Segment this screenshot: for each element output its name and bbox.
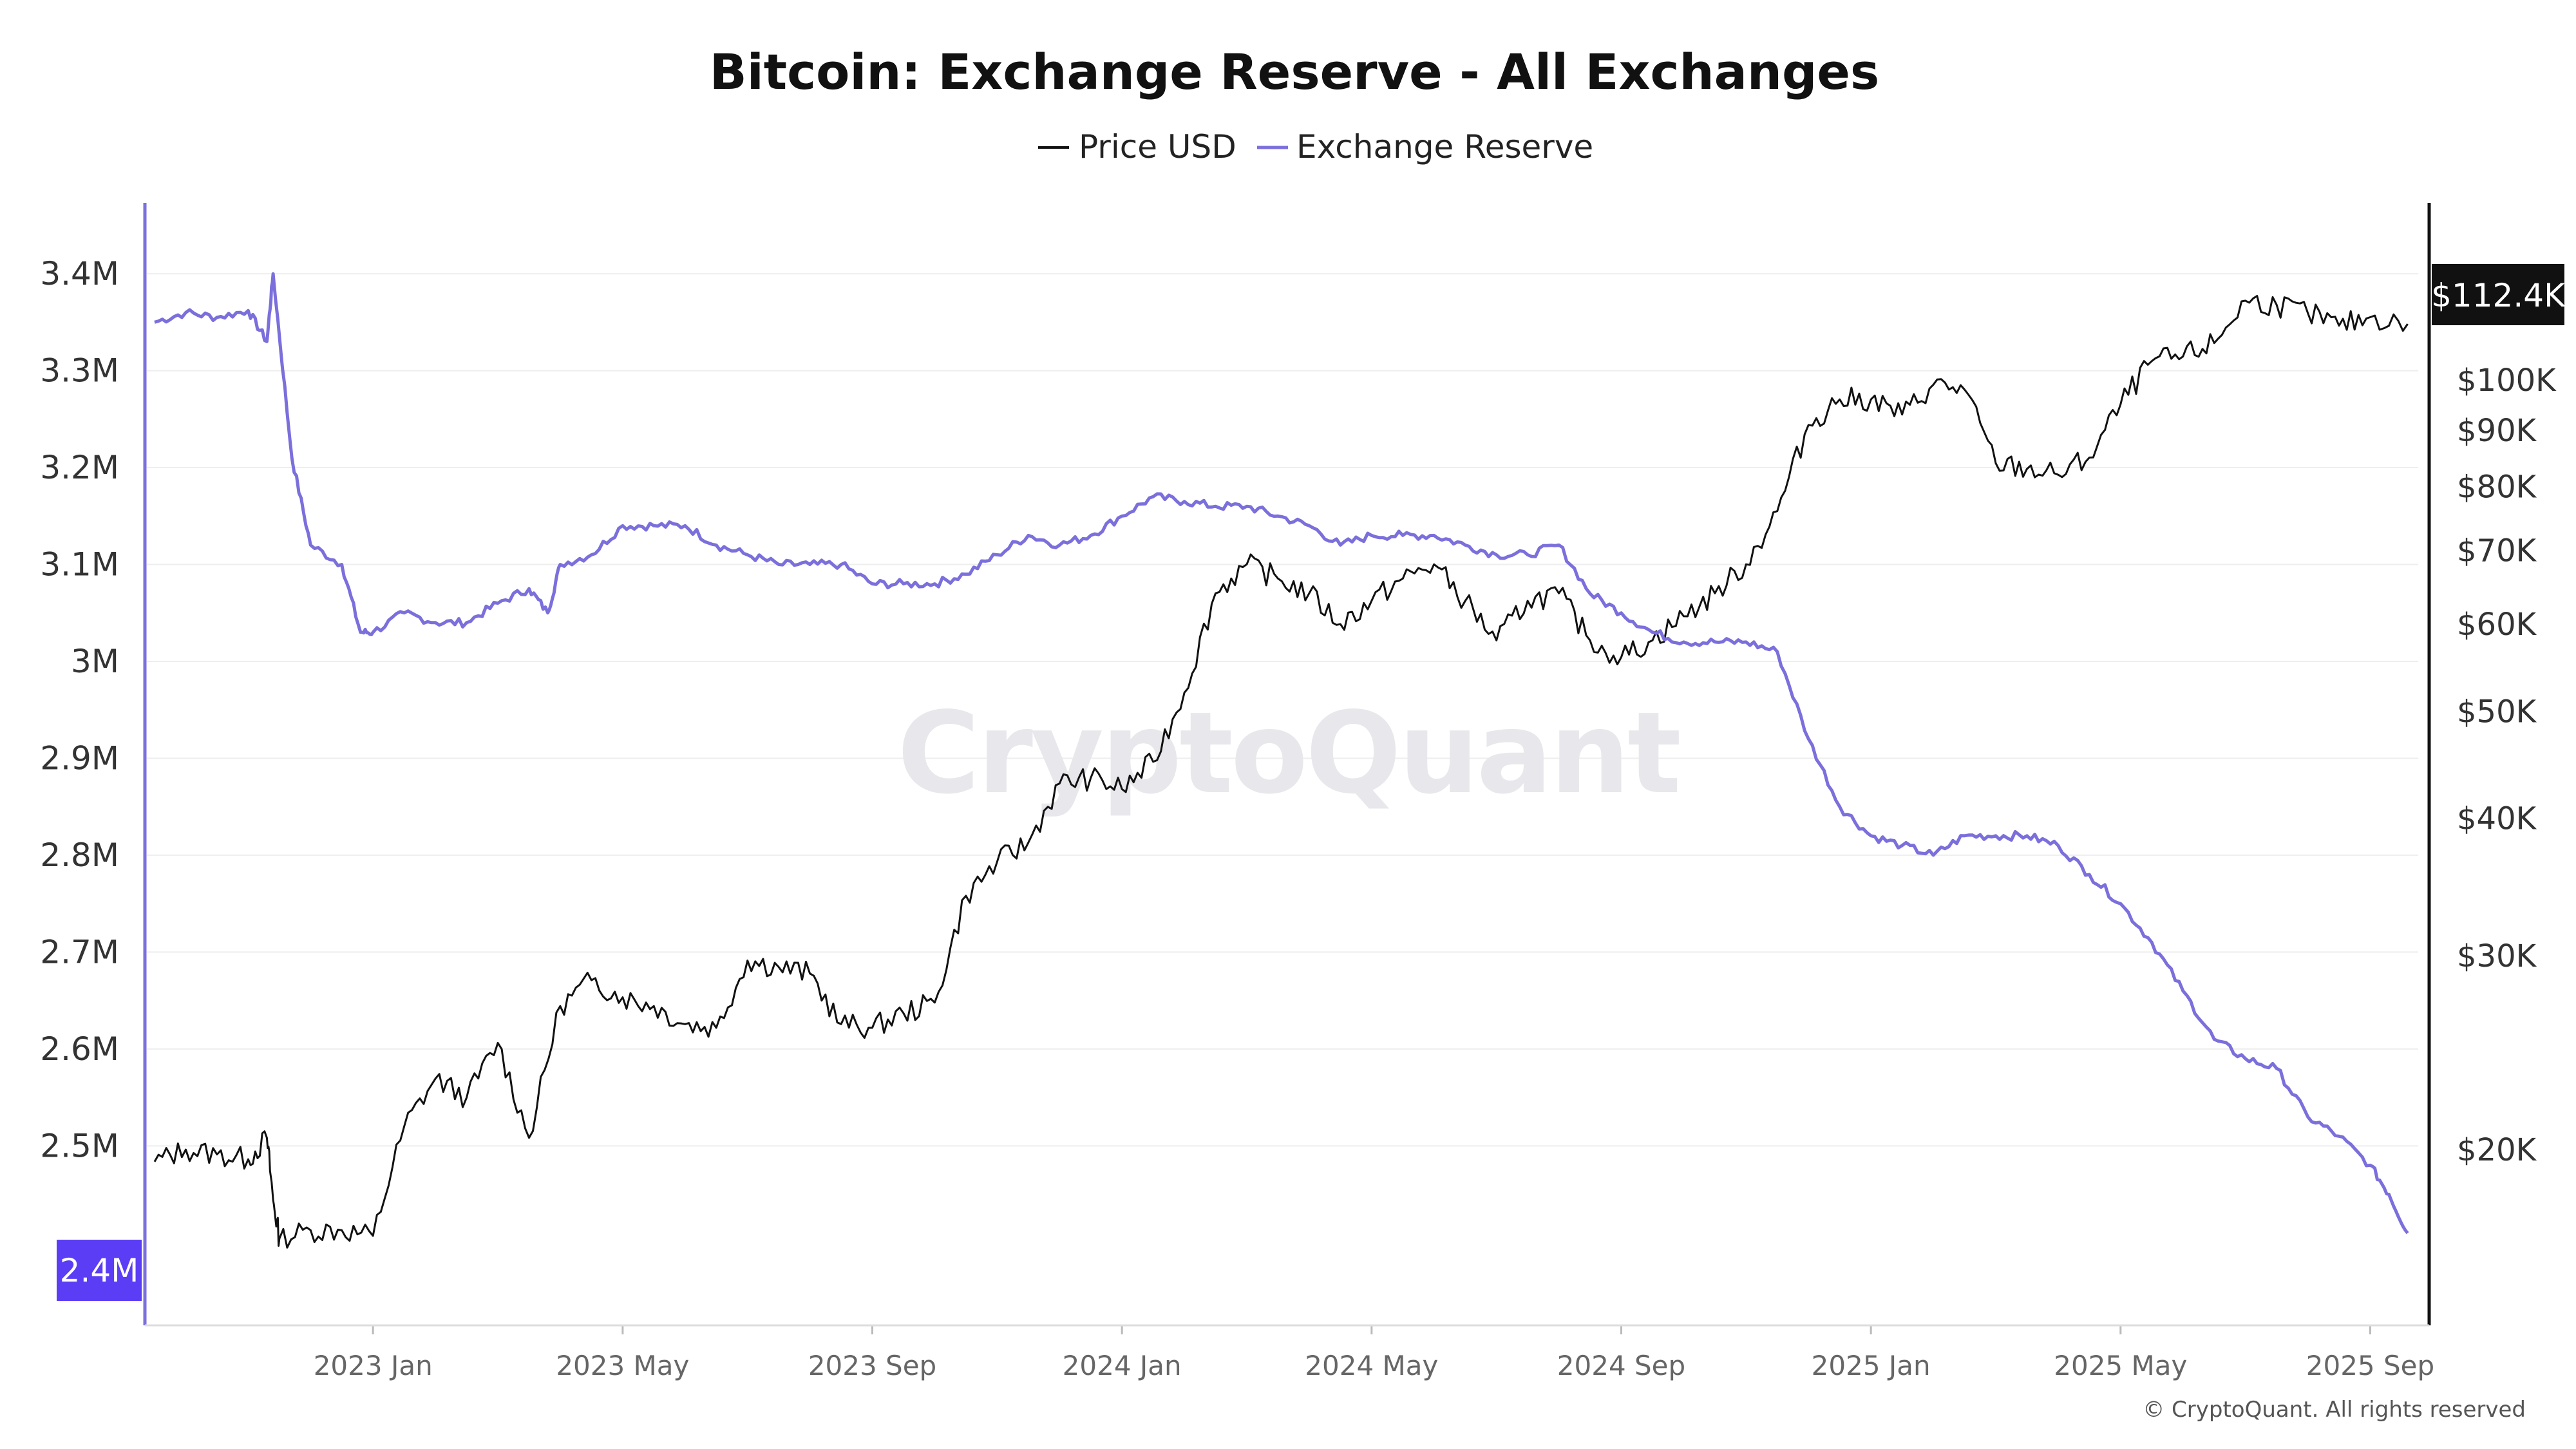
left-tick-label: 2.7M [40, 933, 119, 971]
x-tick-label: 2025 Jan [1812, 1350, 1931, 1381]
left-tick-label: 3.2M [40, 449, 119, 486]
left-tick-label: 2.9M [40, 739, 119, 777]
price-badge-bg [2432, 264, 2564, 325]
x-tick-label: 2024 May [1305, 1350, 1438, 1381]
left-tick-label: 2.6M [40, 1030, 119, 1068]
reserve-current-badge: 2.4M [57, 1240, 142, 1301]
right-axis-ticks: $100K $90K $80K $70K $60K $50K $40K $30K $20K [2457, 363, 2557, 1168]
x-tick-label: 2023 Jan [314, 1350, 433, 1381]
x-tick-label: 2024 Jan [1063, 1350, 1182, 1381]
left-tick-label: 2.5M [40, 1127, 119, 1164]
right-tick-label: $70K [2457, 533, 2537, 569]
exchange-reserve-line[interactable] [154, 272, 2409, 1235]
right-tick-label: $20K [2457, 1132, 2537, 1168]
right-tick-label: $30K [2457, 938, 2537, 974]
legend-reserve-label[interactable]: Exchange Reserve [1296, 128, 1593, 166]
left-axis-ticks: 3.4M 3.3M 3.2M 3.1M 3M 2.9M 2.8M 2.7M 2.6M 2.5M [40, 255, 119, 1164]
price-current-badge: $112.4K [2431, 264, 2566, 325]
left-tick-label: 3.4M [40, 255, 119, 292]
x-axis-ticks: 2023 Jan 2023 May 2023 Sep 2024 Jan 2024 May… [314, 1325, 2434, 1381]
left-tick-label: 3.1M [40, 546, 119, 583]
right-tick-label: $40K [2457, 800, 2537, 837]
x-tick-label: 2025 Sep [2306, 1350, 2434, 1381]
gridlines [147, 273, 2418, 1147]
chart-title: Bitcoin: Exchange Reserve - All Exchange… [710, 43, 1879, 100]
x-tick-label: 2023 May [556, 1350, 689, 1381]
legend: Price USD Exchange Reserve [1038, 128, 1593, 166]
right-tick-label: $50K [2457, 694, 2537, 730]
right-tick-label: $80K [2457, 469, 2537, 506]
right-tick-label: $100K [2457, 363, 2557, 399]
x-tick-label: 2025 May [2054, 1350, 2187, 1381]
reserve-badge-bg [57, 1240, 142, 1301]
left-tick-label: 3M [71, 643, 119, 680]
left-tick-label: 2.8M [40, 837, 119, 874]
watermark: CryptoQuant [897, 688, 1679, 819]
x-tick-label: 2023 Sep [808, 1350, 936, 1381]
copyright-text: © CryptoQuant. All rights reserved [2143, 1397, 2526, 1423]
x-tick-label: 2024 Sep [1557, 1350, 1685, 1381]
right-tick-label: $90K [2457, 413, 2537, 449]
price-usd-line[interactable] [153, 295, 2409, 1249]
right-tick-label: $60K [2457, 607, 2537, 643]
price-badge-value: $112.4K [2431, 277, 2566, 314]
left-tick-label: 3.3M [40, 352, 119, 390]
legend-price-label[interactable]: Price USD [1079, 128, 1236, 166]
reserve-badge-value: 2.4M [60, 1252, 139, 1289]
